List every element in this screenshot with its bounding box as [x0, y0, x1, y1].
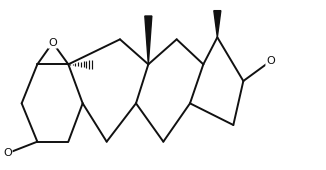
Polygon shape — [214, 11, 221, 37]
Text: O: O — [3, 148, 12, 158]
Text: O: O — [266, 56, 275, 66]
Polygon shape — [145, 16, 152, 64]
Text: O: O — [48, 38, 57, 48]
